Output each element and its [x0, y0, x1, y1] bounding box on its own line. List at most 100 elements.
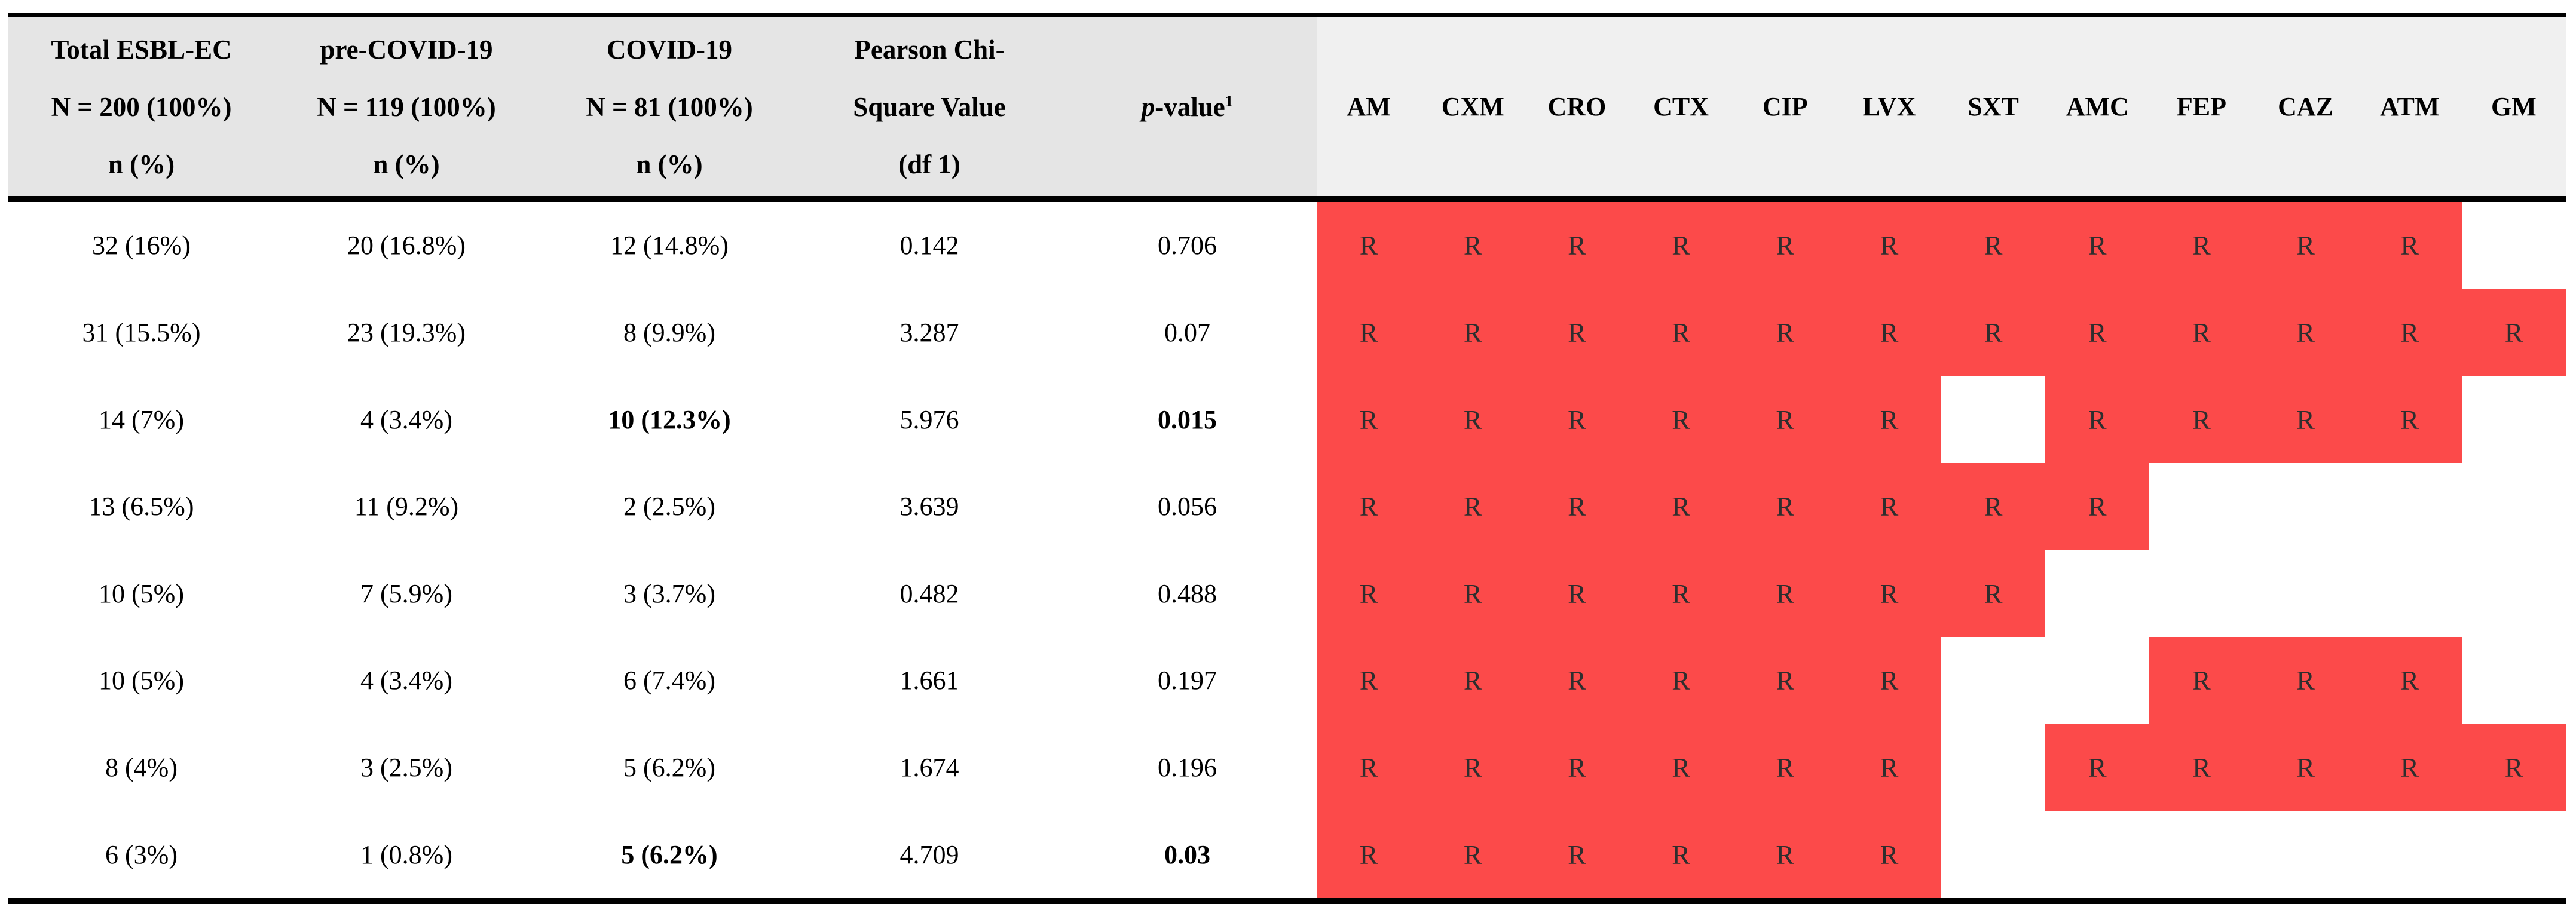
antibiotic-label: LVX [1862, 92, 1916, 121]
heat-cell-row8-cro-resistant: R [1525, 811, 1629, 898]
heat-cell-row8-gm-blank [2462, 811, 2566, 898]
heat-cell-row2-cxm-resistant: R [1421, 289, 1525, 376]
header-line: pre-COVID-19 [320, 34, 493, 65]
cell-value: 0.706 [1158, 231, 1217, 261]
cell-value: 3.287 [900, 317, 959, 347]
cell-value: 1.661 [900, 666, 959, 696]
header-pre-covid: pre-COVID-19 N = 119 (100%) n (%) [275, 17, 538, 196]
heat-cell-row6-cxm-resistant: R [1421, 637, 1525, 724]
cell-row3-p: 0.015 [1058, 376, 1317, 463]
resistance-symbol: R [2088, 230, 2107, 261]
cell-value: 10 (5%) [99, 666, 184, 696]
cell-row8-covid: 5 (6.2%) [538, 811, 801, 898]
heat-cell-row8-sxt-blank [1941, 811, 2045, 898]
heat-cell-row7-amc-resistant: R [2045, 724, 2150, 811]
cell-value: 14 (7%) [99, 405, 184, 434]
resistance-symbol: R [1880, 317, 1899, 348]
cell-value: 3.639 [900, 492, 959, 522]
resistance-symbol: R [1568, 578, 1586, 609]
heat-cell-row6-atm-resistant: R [2357, 637, 2462, 724]
resistance-symbol: R [2192, 404, 2211, 435]
resistance-symbol: R [1463, 491, 1482, 522]
resistance-symbol: R [1672, 230, 1690, 261]
resistance-symbol: R [2296, 404, 2315, 435]
antibiotic-header-cxm: CXM [1421, 17, 1525, 196]
heat-cell-row7-gm-resistant: R [2461, 724, 2566, 811]
resistance-symbol: R [2296, 752, 2315, 783]
heat-cell-row2-cip-resistant: R [1733, 289, 1837, 376]
cell-value: 3 (2.5%) [360, 753, 452, 783]
resistance-symbol: R [1359, 491, 1378, 522]
antibiotic-header-am: AM [1317, 17, 1421, 196]
resistance-symbol: R [1880, 665, 1899, 696]
resistance-symbol: R [2192, 752, 2211, 783]
heat-cell-row6-cip-resistant: R [1733, 637, 1837, 724]
cell-row7-chi: 1.674 [801, 724, 1058, 811]
heat-cell-row5-amc-blank [2045, 550, 2149, 638]
resistance-symbol: R [1880, 491, 1899, 522]
heat-cell-row8-am-resistant: R [1317, 811, 1421, 898]
cell-row5-pre: 7 (5.9%) [275, 550, 538, 638]
cell-row8-total: 6 (3%) [8, 811, 275, 898]
resistance-symbol: R [1776, 839, 1795, 870]
header-line: Pearson Chi- [854, 34, 1005, 65]
resistance-symbol: R [2088, 317, 2107, 348]
antibiotic-label: GM [2491, 92, 2537, 121]
resistance-symbol: R [1880, 752, 1899, 783]
antibiotic-header-amc: AMC [2045, 17, 2149, 196]
cell-value: 13 (6.5%) [88, 492, 194, 522]
heat-cell-row2-gm-resistant: R [2461, 289, 2566, 376]
cell-row1-p: 0.706 [1058, 202, 1317, 289]
resistance-symbol: R [1463, 230, 1482, 261]
heat-cell-row5-ctx-resistant: R [1629, 550, 1733, 638]
resistance-symbol: R [1463, 839, 1482, 870]
cell-row1-pre: 20 (16.8%) [275, 202, 538, 289]
antibiotic-header-cro: CRO [1525, 17, 1629, 196]
antibiotic-header-atm: ATM [2358, 17, 2462, 196]
cell-value: 4.709 [900, 840, 959, 869]
cell-value: 1.674 [900, 753, 959, 783]
resistance-symbol: R [1568, 752, 1586, 783]
cell-value: 5 (6.2%) [623, 753, 715, 783]
resistance-symbol: R [1359, 317, 1378, 348]
cell-row4-p: 0.056 [1058, 463, 1317, 550]
heat-cell-row1-caz-resistant: R [2253, 202, 2358, 289]
header-covid: COVID-19 N = 81 (100%) n (%) [538, 17, 801, 196]
resistance-symbol: R [1568, 317, 1586, 348]
heat-cell-row6-gm-blank [2462, 637, 2566, 724]
antibiotic-label: CXM [1441, 92, 1504, 121]
resistance-symbol: R [2400, 317, 2419, 348]
heat-cell-row7-cro-resistant: R [1525, 724, 1629, 811]
heat-cell-row2-am-resistant: R [1317, 289, 1421, 376]
heat-cell-row7-cip-resistant: R [1733, 724, 1837, 811]
resistance-symbol: R [1672, 404, 1690, 435]
heat-cell-row2-atm-resistant: R [2357, 289, 2462, 376]
resistance-symbol: R [2504, 317, 2523, 348]
heat-cell-row3-am-resistant: R [1317, 376, 1421, 463]
cell-row6-pre: 4 (3.4%) [275, 637, 538, 724]
cell-row2-covid: 8 (9.9%) [538, 289, 801, 376]
cell-value: 32 (16%) [92, 231, 191, 261]
antibiotic-label: CRO [1547, 92, 1607, 121]
resistance-symbol: R [1776, 230, 1795, 261]
resistance-symbol: R [1880, 578, 1899, 609]
resistance-symbol: R [1880, 230, 1899, 261]
antibiotic-label: FEP [2176, 92, 2226, 121]
cell-value: 6 (3%) [105, 840, 178, 869]
antibiotic-label: CAZ [2278, 92, 2334, 121]
heat-cell-row5-cxm-resistant: R [1421, 550, 1525, 638]
cell-row4-covid: 2 (2.5%) [538, 463, 801, 550]
heat-cell-row5-caz-blank [2254, 550, 2358, 638]
resistance-symbol: R [2400, 404, 2419, 435]
cell-value: 1 (0.8%) [360, 840, 452, 869]
heat-cell-row1-lvx-resistant: R [1837, 202, 1941, 289]
cell-row6-chi: 1.661 [801, 637, 1058, 724]
heat-cell-row1-cip-resistant: R [1733, 202, 1837, 289]
antibiotic-header-cip: CIP [1733, 17, 1837, 196]
cell-value: 8 (9.9%) [623, 317, 715, 347]
cell-row5-covid: 3 (3.7%) [538, 550, 801, 638]
cell-row4-pre: 11 (9.2%) [275, 463, 538, 550]
cell-value: 4 (3.4%) [360, 666, 452, 696]
resistance-symbol: R [2088, 404, 2107, 435]
cell-value: 7 (5.9%) [360, 578, 452, 608]
